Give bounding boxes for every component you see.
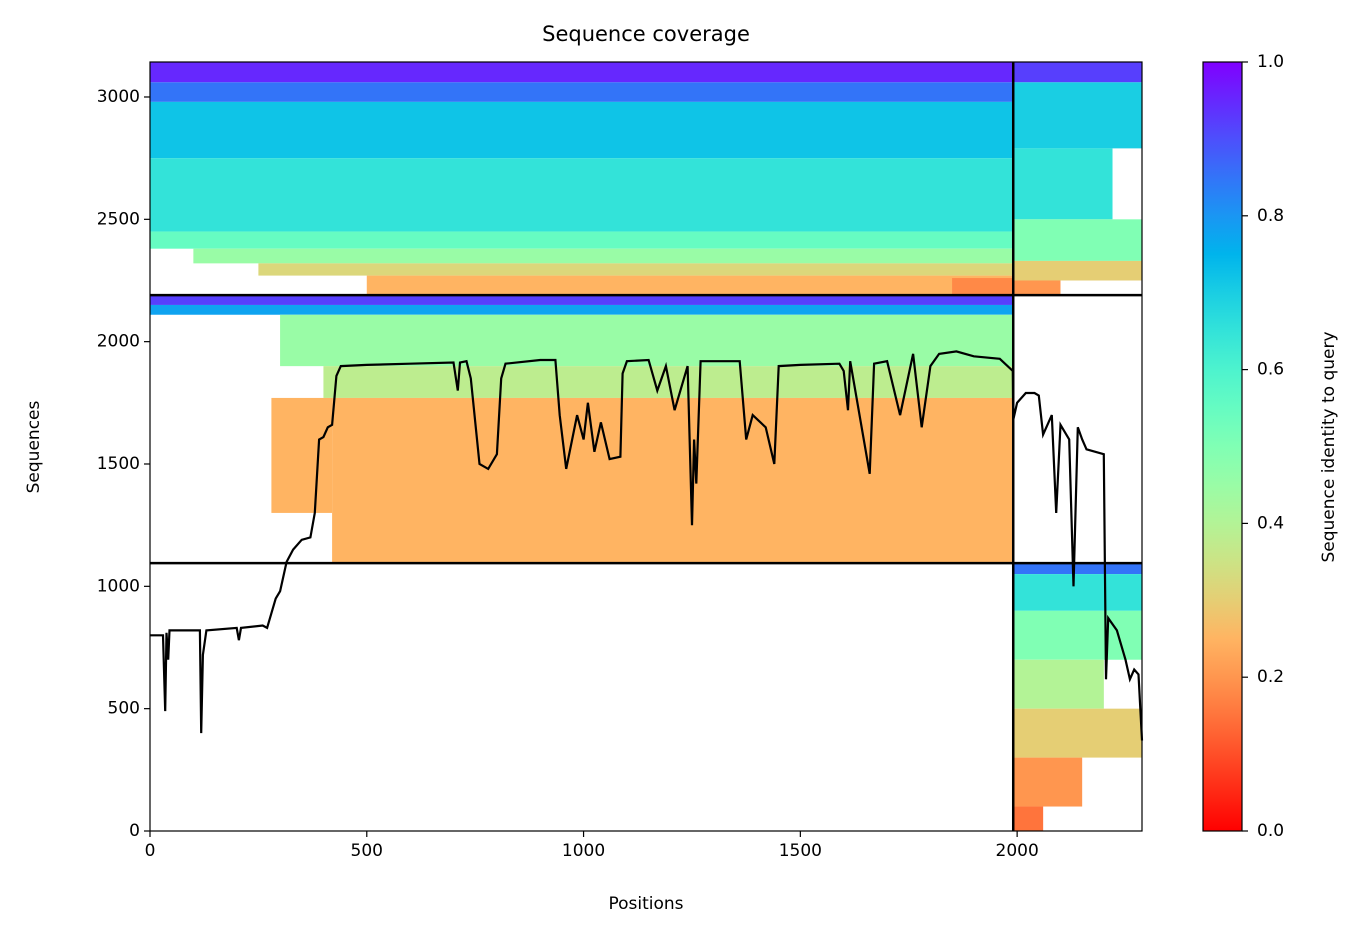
coverage-block [1013,260,1142,281]
y-tick-label: 1000 [97,576,140,596]
coverage-block [150,158,1014,232]
coverage-block [150,62,1014,83]
x-axis-label: Positions [608,894,683,914]
coverage-block [1013,82,1142,149]
coverage-block [1013,148,1113,220]
y-axis-label: Sequences [24,401,44,494]
coverage-block [952,278,1014,296]
coverage-block [271,397,333,513]
coverage-block [366,275,1014,296]
colorbar-label: Sequence identity to query [1319,331,1339,562]
coverage-block [1013,806,1044,831]
coverage-block [150,295,1014,305]
coverage-block [150,231,1014,249]
y-tick-label: 1500 [97,454,140,474]
colorbar-tick-label: 0.4 [1257,513,1284,533]
x-tick-label: 0 [145,841,156,861]
coverage-block [1013,659,1104,709]
coverage-block [1013,757,1083,807]
coverage-block [258,263,1014,276]
coverage-block [332,397,1014,564]
coverage-block [1013,574,1142,611]
colorbar-tick-label: 0.8 [1257,206,1284,226]
coverage-block [150,82,1014,102]
coverage-line [150,350,1144,741]
x-tick-label: 2000 [996,841,1039,861]
coverage-block [150,101,1014,159]
y-tick-label: 3000 [97,87,140,107]
colorbar-tick-label: 0.6 [1257,360,1284,380]
coverage-block [1013,563,1142,575]
y-tick-label: 500 [108,699,140,719]
x-tick-label: 500 [351,841,383,861]
chart-title: Sequence coverage [542,22,750,46]
coverage-block [1013,708,1142,758]
x-tick-label: 1500 [779,841,822,861]
coverage-block [1013,610,1142,660]
plot-frame [149,61,1143,832]
colorbar-tick-label: 0.2 [1257,667,1284,687]
coverage-block [193,248,1014,264]
coverage-block [1013,62,1142,83]
colorbar [1202,61,1243,832]
y-tick-label: 0 [129,821,140,841]
coverage-block [150,304,1014,315]
coverage-block [1013,280,1061,296]
coverage-block [1013,219,1142,261]
x-tick-label: 1000 [562,841,605,861]
y-tick-label: 2500 [97,209,140,229]
y-tick-label: 2000 [97,332,140,352]
colorbar-tick-label: 1.0 [1257,52,1284,72]
coverage-block [280,314,1014,367]
colorbar-tick-label: 0.0 [1257,821,1284,841]
